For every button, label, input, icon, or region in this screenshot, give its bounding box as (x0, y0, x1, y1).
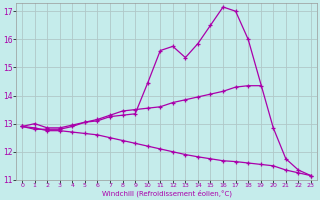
X-axis label: Windchill (Refroidissement éolien,°C): Windchill (Refroidissement éolien,°C) (101, 190, 232, 197)
